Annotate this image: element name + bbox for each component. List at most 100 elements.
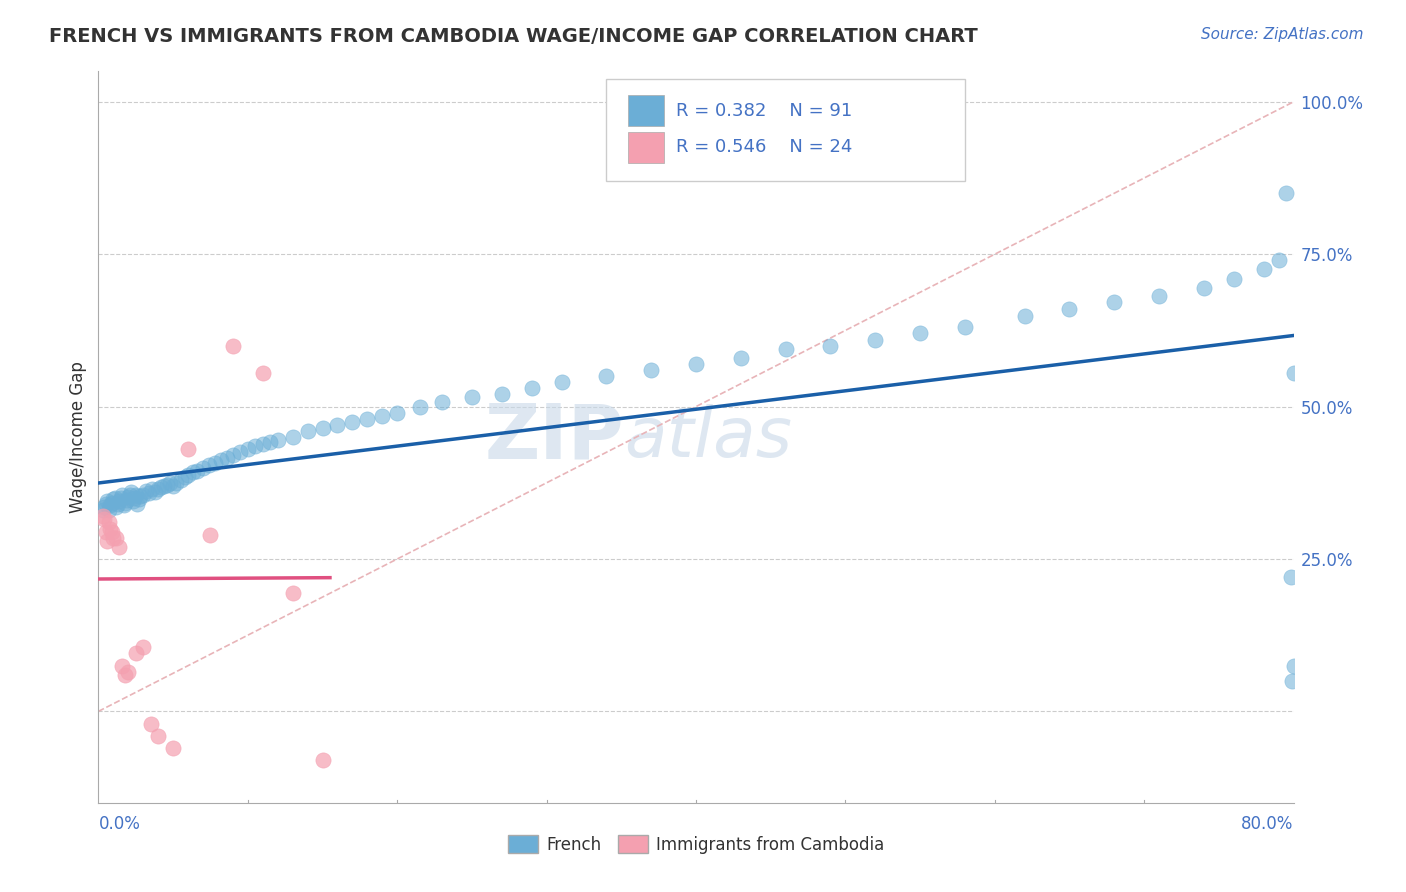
Point [177,467,200,482]
Point [222,338,245,352]
Point [117,490,139,504]
Point [356,412,378,426]
Point [326,417,349,432]
Point [408,400,430,414]
Point [236,442,259,457]
Point [108,494,131,508]
Point [117,665,139,679]
Point [1104,294,1126,309]
Point [1275,186,1298,201]
Point [181,466,204,480]
Text: R = 0.546    N = 24: R = 0.546 N = 24 [676,138,852,156]
Point [91,509,114,524]
Point [115,492,138,507]
Point [150,480,173,494]
Point [685,357,707,371]
Point [730,351,752,365]
Point [129,489,152,503]
Point [198,458,221,472]
Point [121,494,143,508]
Point [101,524,124,539]
Point [259,434,281,449]
Point [139,716,162,731]
Point [125,488,148,502]
Point [103,531,125,545]
Point [148,482,170,496]
Point [267,433,290,447]
Point [252,437,274,451]
Point [820,338,842,352]
Text: Source: ZipAtlas.com: Source: ZipAtlas.com [1201,27,1364,42]
Point [461,391,484,405]
Point [177,442,200,457]
Point [97,516,120,530]
Point [222,448,245,462]
Point [96,533,118,548]
Point [200,527,222,541]
Point [215,451,238,466]
Point [229,445,252,459]
Point [143,485,166,500]
Point [91,503,114,517]
Point [124,491,146,505]
Point [520,381,543,395]
Point [93,500,115,515]
Point [430,394,453,409]
Text: ZIP: ZIP [485,401,624,474]
Point [114,496,136,510]
Point [1147,288,1170,302]
Text: R = 0.382    N = 91: R = 0.382 N = 91 [676,102,852,120]
Point [186,464,208,478]
Point [1282,658,1305,673]
Point [281,585,304,599]
Point [101,496,124,510]
Point [125,647,148,661]
Point [159,475,181,490]
Point [132,640,155,655]
Text: FRENCH VS IMMIGRANTS FROM CAMBODIA WAGE/INCOME GAP CORRELATION CHART: FRENCH VS IMMIGRANTS FROM CAMBODIA WAGE/… [49,27,979,45]
Point [204,456,226,470]
Text: 0.0%: 0.0% [98,815,141,833]
Point [245,439,267,453]
Point [169,473,191,487]
Point [94,524,117,539]
FancyBboxPatch shape [628,95,664,126]
Point [96,494,118,508]
Point [111,488,134,502]
Point [153,479,176,493]
Point [311,753,333,767]
Point [311,421,333,435]
Point [1223,271,1246,285]
Point [110,491,132,505]
Point [953,320,976,334]
Point [281,430,304,444]
Point [135,483,157,498]
Point [108,540,131,554]
Point [97,503,120,517]
FancyBboxPatch shape [606,78,965,181]
Point [865,333,887,347]
Point [1279,570,1302,584]
Point [112,499,135,513]
Point [114,667,136,681]
Text: atlas: atlas [624,403,792,471]
Point [595,369,617,384]
Y-axis label: Wage/Income Gap: Wage/Income Gap [69,361,87,513]
Point [111,658,134,673]
Point [105,531,128,545]
Point [162,740,184,755]
Point [104,491,127,505]
Point [1267,253,1289,268]
Point [1281,673,1303,688]
Point [1014,310,1036,324]
Point [385,406,409,420]
Point [252,366,274,380]
Point [550,375,572,389]
Point [93,512,115,526]
Point [491,387,513,401]
Point [141,482,163,496]
Point [371,409,394,423]
Point [342,415,364,429]
Point [162,479,184,493]
Point [640,363,662,377]
